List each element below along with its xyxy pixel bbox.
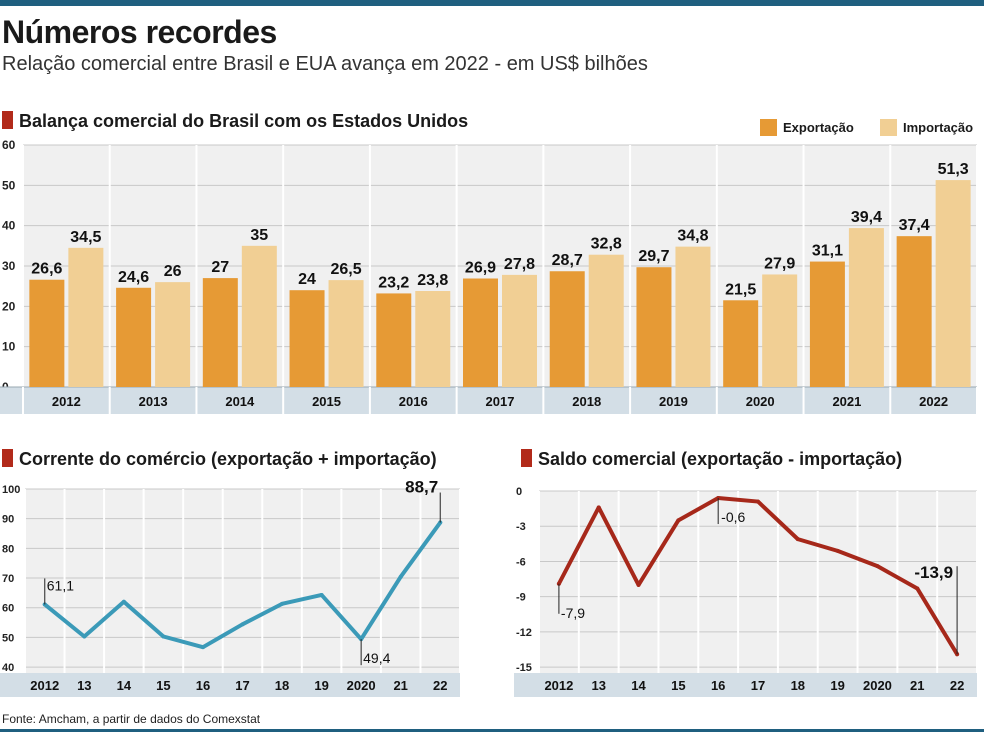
data-point: [637, 583, 641, 587]
x-tick-label: 15: [671, 678, 685, 693]
data-point: [756, 500, 760, 504]
data-point: [676, 518, 680, 522]
y-tick-label: -6: [516, 556, 526, 568]
x-tick-label: 19: [830, 678, 844, 693]
data-point: [836, 549, 840, 553]
x-tick-label: 22: [950, 678, 964, 693]
data-point: [796, 537, 800, 541]
annotation-label: -13,9: [914, 563, 953, 582]
annotation-label: -0,6: [721, 509, 745, 525]
data-point: [915, 586, 919, 590]
x-tick-label: 21: [910, 678, 924, 693]
y-tick-label: -12: [516, 627, 532, 639]
y-tick-label: -9: [516, 592, 526, 604]
source-note: Fonte: Amcham, a partir de dados do Come…: [2, 712, 260, 726]
x-tick-label: 13: [591, 678, 605, 693]
x-tick-label: 17: [751, 678, 765, 693]
x-tick-label: 14: [631, 678, 646, 693]
y-tick-label: -15: [516, 662, 532, 674]
data-point: [597, 505, 601, 509]
x-axis-band: [514, 673, 977, 697]
x-tick-label: 2012: [544, 678, 573, 693]
x-tick-label: 16: [711, 678, 725, 693]
x-tick-label: 2020: [863, 678, 892, 693]
data-point: [875, 564, 879, 568]
y-tick-label: -3: [516, 521, 526, 533]
y-tick-label: 0: [516, 486, 522, 498]
x-tick-label: 18: [791, 678, 805, 693]
annotation-label: -7,9: [561, 605, 585, 621]
